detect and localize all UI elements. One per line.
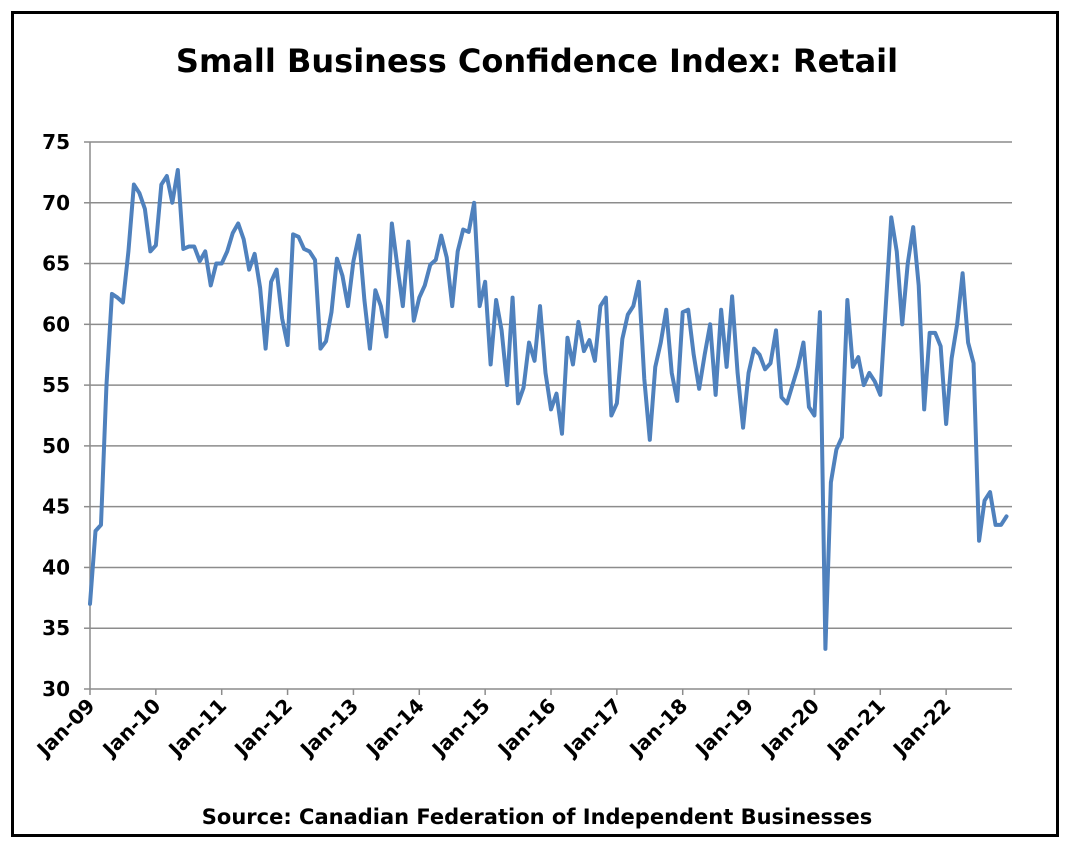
y-axis-tick-labels: 30 35 40 45 50 55 60 65 70 75 [42,130,70,701]
x-tick-label-Jan-19: Jan-19 [689,694,758,763]
axes [84,141,1012,695]
y-tick-label-75: 75 [42,130,70,154]
series-line-0 [88,167,1009,651]
y-tick-label-60: 60 [42,312,70,336]
x-tick-label-Jan-20: Jan-20 [755,694,824,763]
x-tick-label-Jan-18: Jan-18 [623,694,692,763]
y-tick-label-30: 30 [42,677,70,701]
chart-title: Small Business Confidence Index: Retail [175,42,899,80]
y-tick-label-40: 40 [42,555,70,579]
y-tick-label-50: 50 [42,434,70,458]
chart-source: Source: Canadian Federation of Independe… [201,805,873,829]
series-layer [88,167,1009,651]
x-tick-label-Jan-16: Jan-16 [492,694,561,763]
x-tick-label-Jan-13: Jan-13 [294,694,363,763]
x-tick-label-Jan-09: Jan-09 [31,694,100,763]
y-tick-label-35: 35 [42,616,70,640]
x-tick-label-Jan-22: Jan-22 [887,694,956,763]
chart-frame [11,11,1059,837]
x-tick-label-Jan-10: Jan-10 [97,694,166,763]
gridlines [90,141,1012,629]
y-tick-label-70: 70 [42,191,70,215]
x-tick-label-Jan-17: Jan-17 [558,694,627,763]
x-tick-label-Jan-14: Jan-14 [360,694,429,763]
y-tick-label-65: 65 [42,252,70,276]
x-tick-label-Jan-12: Jan-12 [228,694,297,763]
x-tick-label-Jan-15: Jan-15 [426,694,495,763]
x-tick-label-Jan-21: Jan-21 [821,694,890,763]
x-axis-tick-labels: Jan-09Jan-10Jan-11Jan-12Jan-13Jan-14Jan-… [31,694,956,763]
y-tick-label-55: 55 [42,373,70,397]
x-tick-label-Jan-11: Jan-11 [162,694,231,763]
y-tick-label-45: 45 [42,495,70,519]
